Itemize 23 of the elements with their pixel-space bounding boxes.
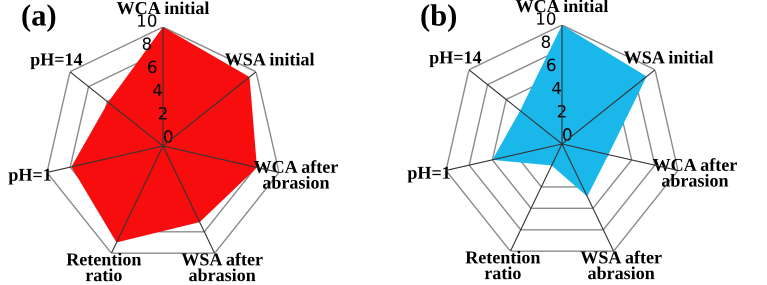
- y-tick-label: 0: [164, 130, 172, 143]
- spoke-label: Retention ratio: [466, 250, 540, 280]
- spoke-label: pH=1: [8, 168, 51, 185]
- y-tick-label: 10: [138, 14, 156, 27]
- y-tick-label: 4: [153, 84, 162, 96]
- spoke-label: WSA initial: [224, 52, 314, 66]
- chart-title: (a): [22, 4, 56, 32]
- spoke-label: WSA initial: [624, 50, 714, 64]
- y-tick-label: 6: [547, 58, 556, 72]
- spoke-label: WCA after abrasion: [652, 158, 737, 187]
- y-tick-label: 6: [148, 60, 156, 74]
- spoke-label: pH=14: [30, 53, 82, 70]
- spoke-label: WSA after abrasion: [580, 250, 662, 280]
- spoke-label: WSA after abrasion: [182, 252, 263, 282]
- spoke-label: pH=14: [429, 51, 482, 68]
- y-tick-label: 4: [552, 82, 561, 94]
- spoke-label: pH=1: [408, 166, 450, 183]
- y-tick-label: 10: [537, 12, 556, 25]
- spoke-label: WCA initial: [116, 1, 210, 14]
- y-tick-label: 8: [142, 37, 152, 50]
- y-tick-label: 8: [542, 35, 550, 48]
- spoke-label: Retention ratio: [66, 252, 142, 282]
- chart-title: (b): [421, 4, 456, 32]
